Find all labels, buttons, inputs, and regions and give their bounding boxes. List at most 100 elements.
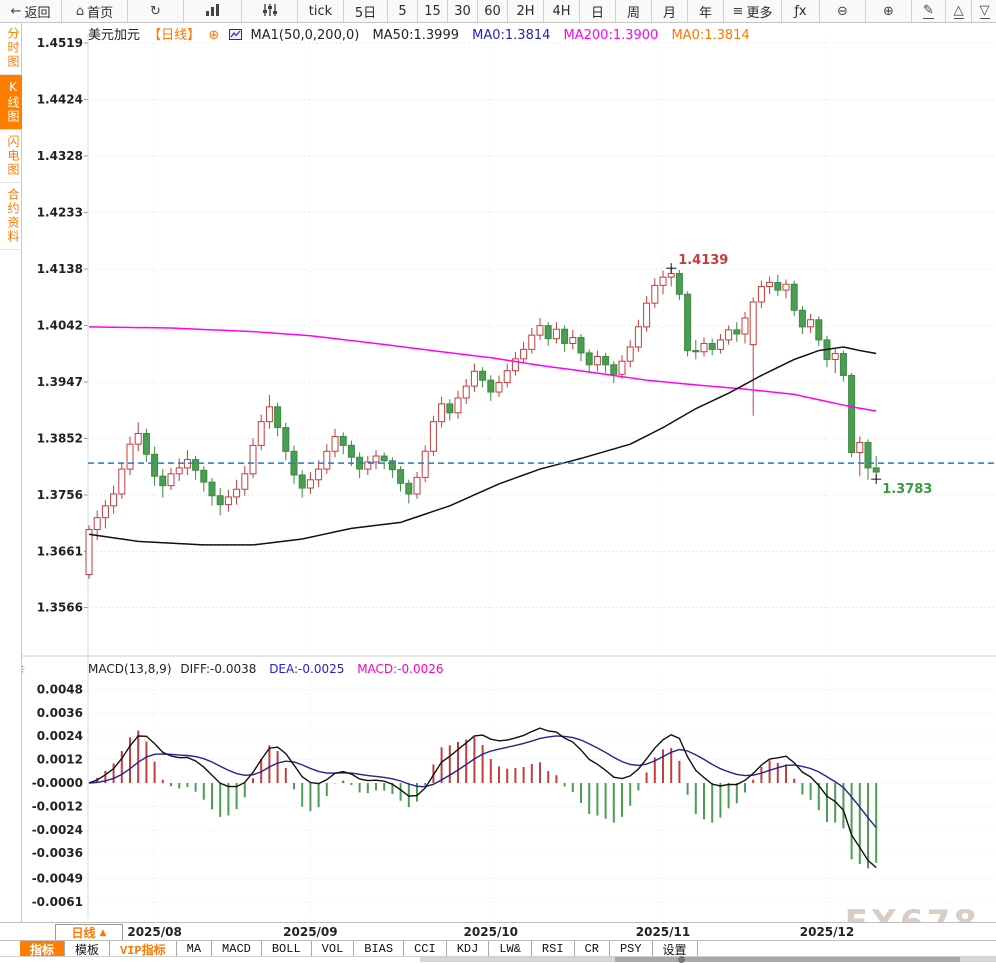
svg-text:1.3566: 1.3566 bbox=[37, 601, 83, 615]
svg-text:1.3661: 1.3661 bbox=[37, 544, 83, 558]
indicator-tabbar: 指标 模板 VIP指标 MA MACD BOLL VOL BIAS CCI KDJ LW& RSI CR… bbox=[0, 940, 996, 958]
svg-text:1.3947: 1.3947 bbox=[37, 375, 83, 389]
triangle-up-button[interactable]: △ bbox=[946, 0, 972, 22]
tab-BIAS[interactable]: BIAS bbox=[354, 941, 405, 956]
x-axis-label-2025/11: 2025/11 bbox=[635, 925, 691, 939]
tab-VIP指标[interactable]: VIP指标 bbox=[110, 941, 177, 958]
period-5-button[interactable]: 5 bbox=[388, 0, 418, 22]
svg-text:0.0012: 0.0012 bbox=[37, 753, 83, 767]
chart-legend: 美元加元 【日线】 ⊕ MA1(50,0,200,0) MA50:1.3999 … bbox=[88, 24, 759, 43]
last-price-annotation: 1.3783 bbox=[882, 482, 932, 497]
mini-chart-icon[interactable] bbox=[229, 28, 243, 43]
zoom-out-icon: ⊖ bbox=[837, 3, 848, 19]
tab-CCI[interactable]: CCI bbox=[404, 941, 447, 956]
tab-MACD[interactable]: MACD bbox=[212, 941, 262, 956]
candles bbox=[85, 268, 880, 579]
tab-PSY[interactable]: PSY bbox=[610, 941, 653, 956]
grid: 1.4519 1.4424 1.4328 1.4233 1.4138 1.4042 1.39… bbox=[22, 35, 996, 918]
ma0-orange-value: MA0:1.3814 bbox=[671, 28, 750, 43]
tab-RSI[interactable]: RSI bbox=[532, 941, 575, 956]
macd-diff-line bbox=[88, 727, 877, 869]
period-month-button[interactable]: 月 bbox=[652, 0, 688, 22]
macd-macd-value: MACD:-0.0026 bbox=[357, 662, 444, 676]
tab-设置[interactable]: 设置 bbox=[653, 941, 698, 958]
price-chart[interactable]: 1.4519 1.4424 1.4328 1.4233 1.4138 1.4042 1.39… bbox=[22, 22, 996, 922]
period-selector-label: 日线 bbox=[71, 926, 96, 940]
period-5d-button[interactable]: 5日 bbox=[344, 0, 388, 22]
symbol-name: 美元加元 bbox=[88, 28, 141, 43]
triangle-down-button[interactable]: ▽ bbox=[972, 0, 996, 22]
svg-text:1.3756: 1.3756 bbox=[37, 488, 83, 502]
bar-chart-icon bbox=[205, 3, 221, 20]
triangle-down-icon: ▽ bbox=[979, 2, 990, 19]
period-2h-button[interactable]: 2H bbox=[508, 0, 544, 22]
tab-模板[interactable]: 模板 bbox=[65, 941, 111, 958]
volume-style-button[interactable] bbox=[242, 0, 298, 22]
period-30-button[interactable]: 30 bbox=[448, 0, 478, 22]
ma200-value: MA200:1.3900 bbox=[563, 28, 659, 43]
ma50-value: MA50:1.3999 bbox=[372, 28, 459, 43]
tab-LW&[interactable]: LW& bbox=[489, 941, 532, 956]
x-axis-label-2025/09: 2025/09 bbox=[283, 925, 338, 939]
draw-button[interactable]: ✎ bbox=[912, 0, 946, 22]
ma50-line bbox=[88, 346, 877, 546]
scrollbar-knob[interactable] bbox=[678, 956, 685, 963]
sidebar-item-3[interactable]: 合约资料 bbox=[0, 183, 22, 250]
sidebar-item-2[interactable]: 闪电图 bbox=[0, 130, 22, 183]
svg-text:0.0024: 0.0024 bbox=[37, 729, 83, 743]
svg-text:-0.0000: -0.0000 bbox=[32, 776, 83, 790]
period-day-button[interactable]: 日 bbox=[580, 0, 616, 22]
back-button[interactable]: ← 返回 bbox=[0, 0, 62, 22]
tab-MA[interactable]: MA bbox=[177, 941, 213, 956]
macd-dea-value: DEA:-0.0025 bbox=[269, 662, 345, 676]
svg-text:-0.0024: -0.0024 bbox=[32, 823, 83, 837]
bar-chart-button[interactable] bbox=[184, 0, 242, 22]
svg-text:1.4519: 1.4519 bbox=[37, 36, 83, 50]
svg-text:-0.0049: -0.0049 bbox=[32, 872, 83, 886]
tab-KDJ[interactable]: KDJ bbox=[447, 941, 490, 956]
svg-text:0.0036: 0.0036 bbox=[37, 706, 83, 720]
tick-button[interactable]: tick bbox=[298, 0, 344, 22]
tab-指标[interactable]: 指标 bbox=[20, 941, 66, 958]
refresh-button[interactable]: ↻ bbox=[128, 0, 184, 22]
sidebar: 分时图 K线图 闪电图 合约资料 bbox=[0, 22, 22, 922]
macd-histogram bbox=[96, 730, 878, 869]
x-axis-label-2025/10: 2025/10 bbox=[463, 925, 519, 939]
x-axis-label-2025/12: 2025/12 bbox=[799, 925, 855, 939]
macd-legend: MACD(13,8,9) DIFF:-0.0038 DEA:-0.0025 MA… bbox=[88, 662, 453, 676]
period-60-button[interactable]: 60 bbox=[478, 0, 508, 22]
home-button[interactable]: ⌂ 首页 bbox=[62, 0, 128, 22]
fx-indicator-button[interactable]: ƒx bbox=[782, 0, 820, 22]
period-year-button[interactable]: 年 bbox=[688, 0, 724, 22]
x-axis-row: 日线 ▲ 2025/08 2025/09 2025/10 2025/11 2025/12 bbox=[0, 922, 996, 941]
period-selector[interactable]: 日线 ▲ bbox=[55, 924, 123, 941]
period-4h-button[interactable]: 4H bbox=[544, 0, 580, 22]
svg-text:1.3852: 1.3852 bbox=[37, 431, 83, 445]
period-15-button[interactable]: 15 bbox=[418, 0, 448, 22]
scrollbar-thumb[interactable] bbox=[615, 957, 960, 962]
ma200-line bbox=[88, 326, 877, 412]
svg-text:0.0048: 0.0048 bbox=[37, 682, 83, 696]
sidebar-item-1[interactable]: K线图 bbox=[0, 75, 22, 130]
back-icon: ← bbox=[10, 3, 22, 19]
svg-text:1.4233: 1.4233 bbox=[37, 205, 83, 219]
period-week-button[interactable]: 周 bbox=[616, 0, 652, 22]
x-axis-label-2025/08: 2025/08 bbox=[127, 925, 182, 939]
tab-VOL[interactable]: VOL bbox=[312, 941, 355, 956]
svg-text:1.4424: 1.4424 bbox=[37, 92, 83, 106]
add-favorite-icon[interactable]: ⊕ bbox=[208, 28, 220, 43]
draw-icon: ✎ bbox=[923, 2, 934, 19]
zoom-in-button[interactable]: ⊕ bbox=[866, 0, 912, 22]
chevron-up-icon: ▲ bbox=[99, 927, 107, 938]
bottom-scrollbar bbox=[0, 956, 996, 963]
svg-text:-0.0061: -0.0061 bbox=[32, 895, 83, 909]
svg-text:1.4042: 1.4042 bbox=[37, 319, 83, 333]
zoom-out-button[interactable]: ⊖ bbox=[820, 0, 866, 22]
tab-BOLL[interactable]: BOLL bbox=[262, 941, 312, 956]
more-button[interactable]: ≡ 更多 bbox=[724, 0, 782, 22]
macd-title: MACD(13,8,9) bbox=[88, 662, 172, 676]
tab-CR[interactable]: CR bbox=[575, 941, 610, 956]
volume-style-icon bbox=[262, 3, 278, 20]
sidebar-item-0[interactable]: 分时图 bbox=[0, 22, 22, 75]
